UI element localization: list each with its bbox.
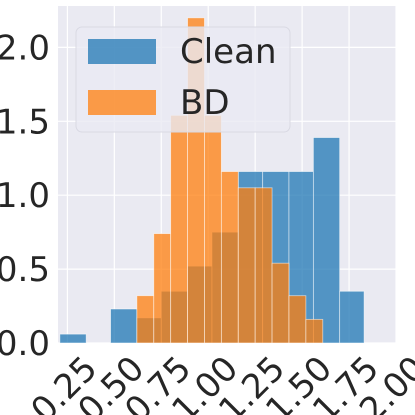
- bar-bd: [305, 318, 324, 344]
- bar-bd: [271, 262, 290, 344]
- bar-clean: [312, 137, 341, 344]
- y-tick-label: 1.0: [0, 176, 50, 216]
- legend-label-bd: BD: [180, 83, 230, 123]
- y-tick-label: 1.5: [0, 102, 50, 142]
- legend-swatch-clean: [88, 39, 156, 64]
- y-tick-label: 2.0: [0, 28, 50, 68]
- bar-clean: [59, 333, 87, 344]
- legend: Clean BD: [75, 26, 291, 133]
- y-tick-label: 0.0: [0, 324, 50, 364]
- legend-label-clean: Clean: [180, 32, 277, 72]
- bar-bd: [220, 171, 239, 344]
- y-tick-label: 0.5: [0, 250, 50, 290]
- x-axis-ticks: 0.250.500.751.001.251.501.752.00: [23, 349, 415, 415]
- legend-swatch-bd: [88, 90, 156, 115]
- bar-bd: [237, 187, 256, 344]
- bar-bd: [170, 114, 188, 344]
- bar-clean: [339, 290, 365, 344]
- bar-bd: [136, 295, 155, 344]
- bar-bd: [153, 233, 172, 344]
- bar-clean: [110, 308, 138, 344]
- histogram-bars: [59, 17, 365, 344]
- bar-bd: [204, 114, 222, 344]
- bar-bd: [288, 295, 307, 344]
- bar-bd: [254, 187, 273, 344]
- y-axis-ticks: 0.0 0.5 1.0 1.5 2.0: [0, 28, 50, 364]
